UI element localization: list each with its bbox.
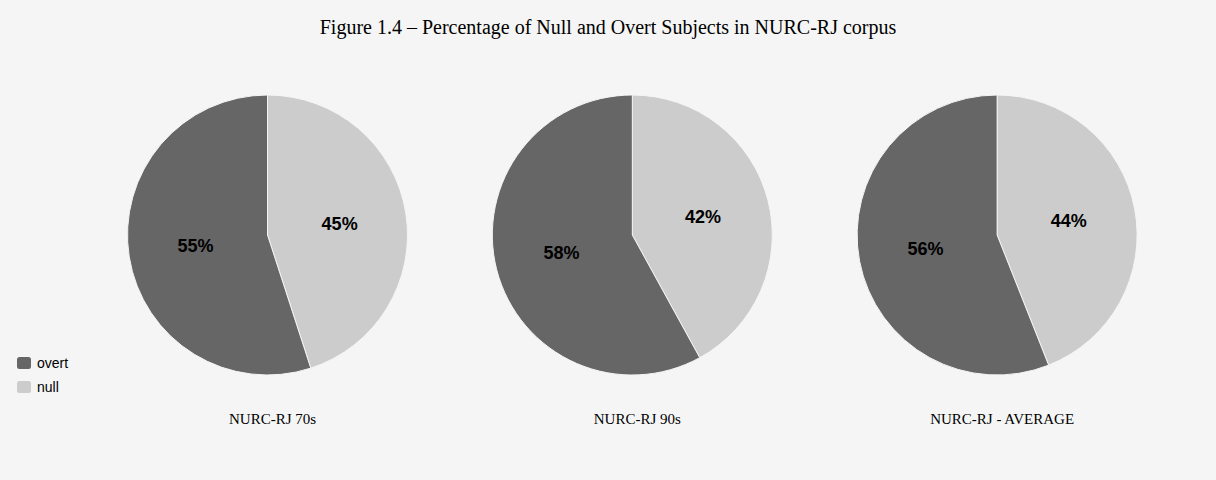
svg-text:overt: overt [37, 355, 68, 371]
svg-text:45%: 45% [322, 214, 358, 234]
svg-text:55%: 55% [177, 236, 213, 256]
svg-text:Figure 1.4 – Percentage of Nul: Figure 1.4 – Percentage of Null and Over… [320, 16, 897, 39]
svg-text:58%: 58% [544, 243, 580, 263]
svg-text:NURC-RJ 90s: NURC-RJ 90s [594, 411, 681, 427]
svg-text:56%: 56% [907, 239, 943, 259]
svg-text:NURC-RJ - AVERAGE: NURC-RJ - AVERAGE [930, 411, 1074, 427]
svg-text:44%: 44% [1051, 211, 1087, 231]
svg-text:NURC-RJ 70s: NURC-RJ 70s [229, 411, 316, 427]
svg-text:null: null [37, 379, 59, 395]
svg-text:42%: 42% [685, 207, 721, 227]
